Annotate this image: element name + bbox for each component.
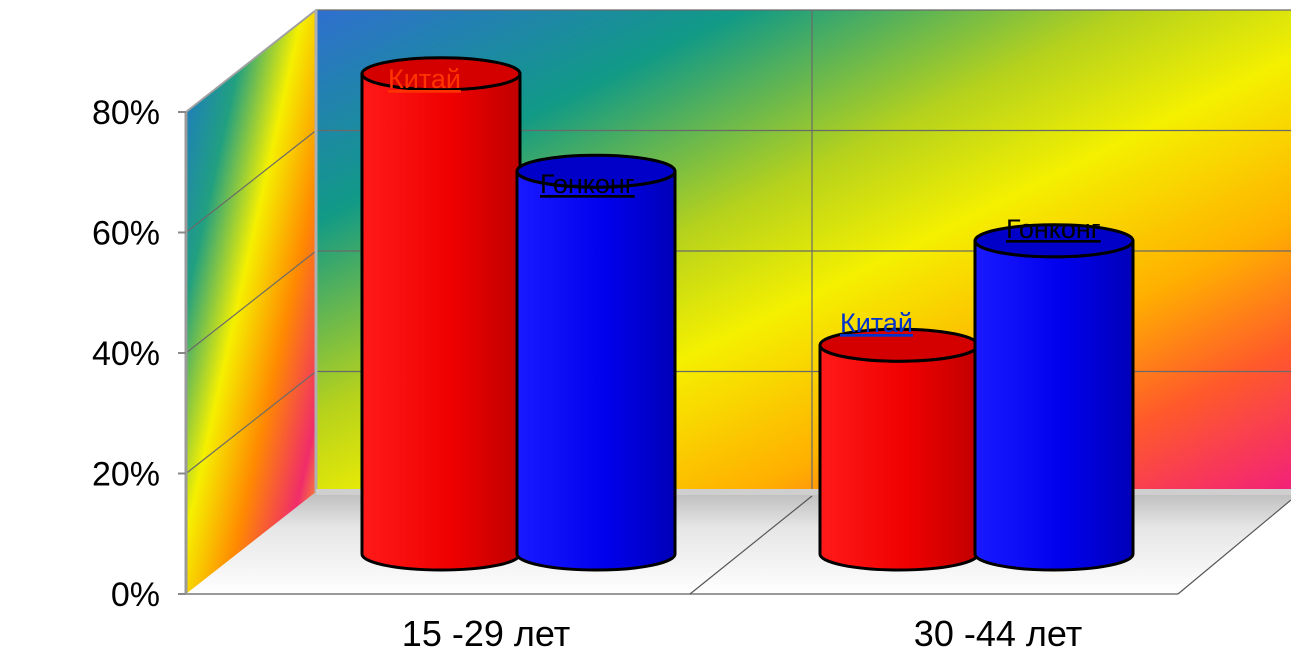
y-tick-label: 60% xyxy=(92,215,160,253)
data-label: Гонконг xyxy=(1006,214,1101,244)
gridline-side xyxy=(185,371,317,474)
x-category-label: 30 -44 лет xyxy=(914,613,1082,654)
y-axis-ticks: 0% 20% 40% 60% 80% xyxy=(92,94,186,614)
bar-body xyxy=(973,239,1135,572)
data-label: Китай xyxy=(840,308,913,338)
y-tick-label: 80% xyxy=(92,94,160,132)
data-labels: Китай Гонконг Китай Гонконг xyxy=(388,64,1101,338)
y-tick-label: 40% xyxy=(92,335,160,373)
bar-body xyxy=(360,72,522,572)
bar-body xyxy=(515,169,677,572)
gridline-side xyxy=(185,130,317,233)
x-axis-categories: 15 -29 лет 30 -44 лет xyxy=(402,613,1082,654)
bar-body xyxy=(818,343,980,572)
bar-2-2 xyxy=(973,223,1135,572)
data-label: Гонконг xyxy=(540,169,635,199)
bar-top xyxy=(515,153,677,189)
floor-divider xyxy=(689,495,813,595)
bar-2-1 xyxy=(818,327,980,572)
chart-bars xyxy=(360,56,1135,572)
gridline-side xyxy=(185,250,317,354)
y-tick-label: 20% xyxy=(92,456,160,494)
side-wall-top-edge xyxy=(185,9,317,113)
bar-1-2 xyxy=(515,153,677,572)
floor-edge xyxy=(1177,499,1291,595)
data-label: Китай xyxy=(388,64,461,94)
x-category-label: 15 -29 лет xyxy=(402,613,570,654)
bar-top xyxy=(973,223,1135,259)
bar-top xyxy=(360,56,522,92)
y-tick-label: 0% xyxy=(111,576,160,614)
bar-1-1 xyxy=(360,56,522,572)
